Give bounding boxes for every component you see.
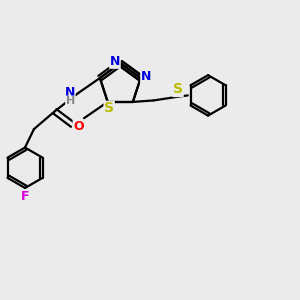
Text: N: N <box>110 55 120 68</box>
Text: N: N <box>64 86 75 99</box>
Text: N: N <box>141 70 151 83</box>
Text: S: S <box>104 101 114 116</box>
Text: S: S <box>173 82 183 96</box>
Text: H: H <box>66 96 75 106</box>
Text: F: F <box>21 190 29 203</box>
Text: O: O <box>73 120 84 133</box>
